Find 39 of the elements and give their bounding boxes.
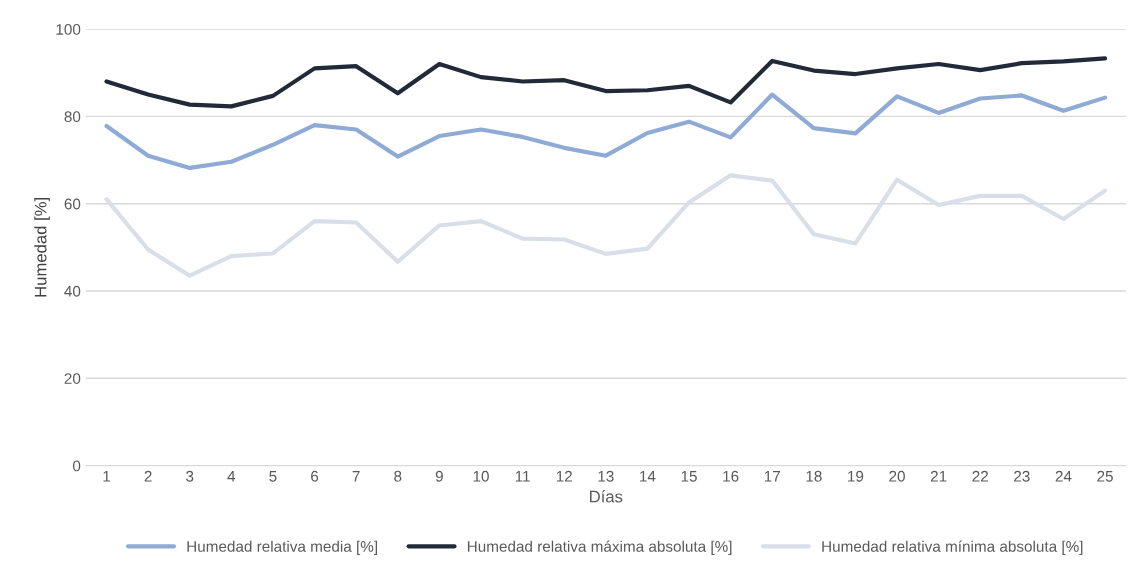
x-tick-label: 25 [1097, 470, 1113, 482]
x-tick-label: 6 [311, 470, 319, 482]
x-tick-label: 24 [1055, 470, 1072, 482]
y-axis-title: Humedad [%] [34, 198, 50, 297]
x-tick-label: 12 [556, 470, 572, 482]
x-tick-label: 5 [269, 471, 277, 482]
x-tick-label: 4 [227, 471, 236, 482]
y-tick-label: 0 [72, 460, 81, 472]
y-tick-label: 100 [56, 23, 81, 35]
line-series [104, 92, 1108, 170]
x-tick-label: 1 [103, 471, 111, 482]
x-tick-label: 8 [394, 470, 402, 482]
x-tick-label: 15 [681, 471, 697, 482]
y-tick-label: 40 [64, 285, 81, 297]
y-tick-label: 60 [64, 198, 81, 210]
x-tick-label: 21 [930, 470, 947, 482]
x-tick-label: 13 [598, 470, 614, 482]
x-axis-title: Días [590, 490, 623, 503]
x-tick-label: 23 [1014, 470, 1030, 482]
x-tick-label: 14 [640, 471, 656, 482]
x-tick-label: 7 [352, 471, 360, 482]
line-series [104, 173, 1108, 278]
x-tick-label: 20 [889, 470, 905, 482]
y-tick-label: 80 [64, 111, 81, 123]
x-tick-label: 2 [144, 470, 152, 482]
x-tick-label: 10 [473, 470, 489, 482]
x-tick-label: 9 [435, 470, 443, 482]
line-series [104, 56, 1108, 109]
y-tick-label: 20 [64, 373, 81, 384]
x-tick-label: 19 [848, 470, 864, 482]
legend-label: Humedad relativa mínima absoluta [%] [822, 540, 1083, 555]
legend-label: Humedad relativa máxima absoluta [%] [467, 540, 732, 555]
legend-label: Humedad relativa media [%] [187, 540, 378, 555]
x-tick-label: 17 [764, 471, 780, 482]
x-tick-label: 3 [186, 470, 194, 482]
x-tick-label: 11 [515, 471, 530, 482]
x-tick-label: 18 [806, 470, 822, 482]
x-tick-label: 22 [972, 470, 988, 482]
x-tick-label: 16 [723, 470, 739, 482]
